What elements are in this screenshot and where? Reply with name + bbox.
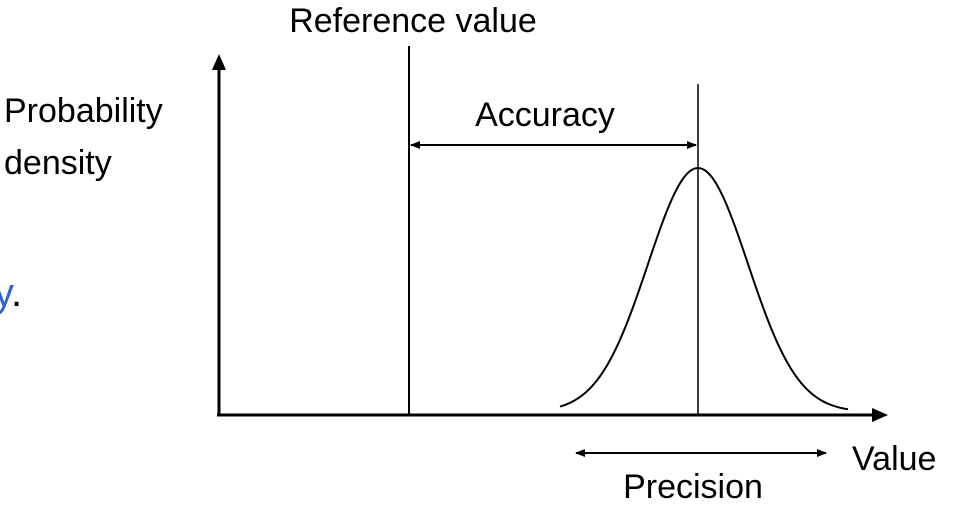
cropped-text-fragment: y. [0, 271, 22, 315]
y-axis-arrow-icon [212, 54, 226, 70]
reference-value-label: Reference value [289, 2, 537, 40]
probability-density-curve [559, 166, 849, 411]
precision-label: Precision [623, 468, 763, 506]
cropped-period: . [11, 271, 22, 315]
cropped-link-char: y [0, 271, 14, 315]
y-axis-label-density: density [4, 144, 112, 182]
y-axis-label-probability: Probability [4, 92, 163, 130]
x-axis-label-value: Value [852, 440, 936, 478]
accuracy-label: Accuracy [475, 96, 615, 134]
x-axis-arrow-icon [872, 408, 888, 422]
